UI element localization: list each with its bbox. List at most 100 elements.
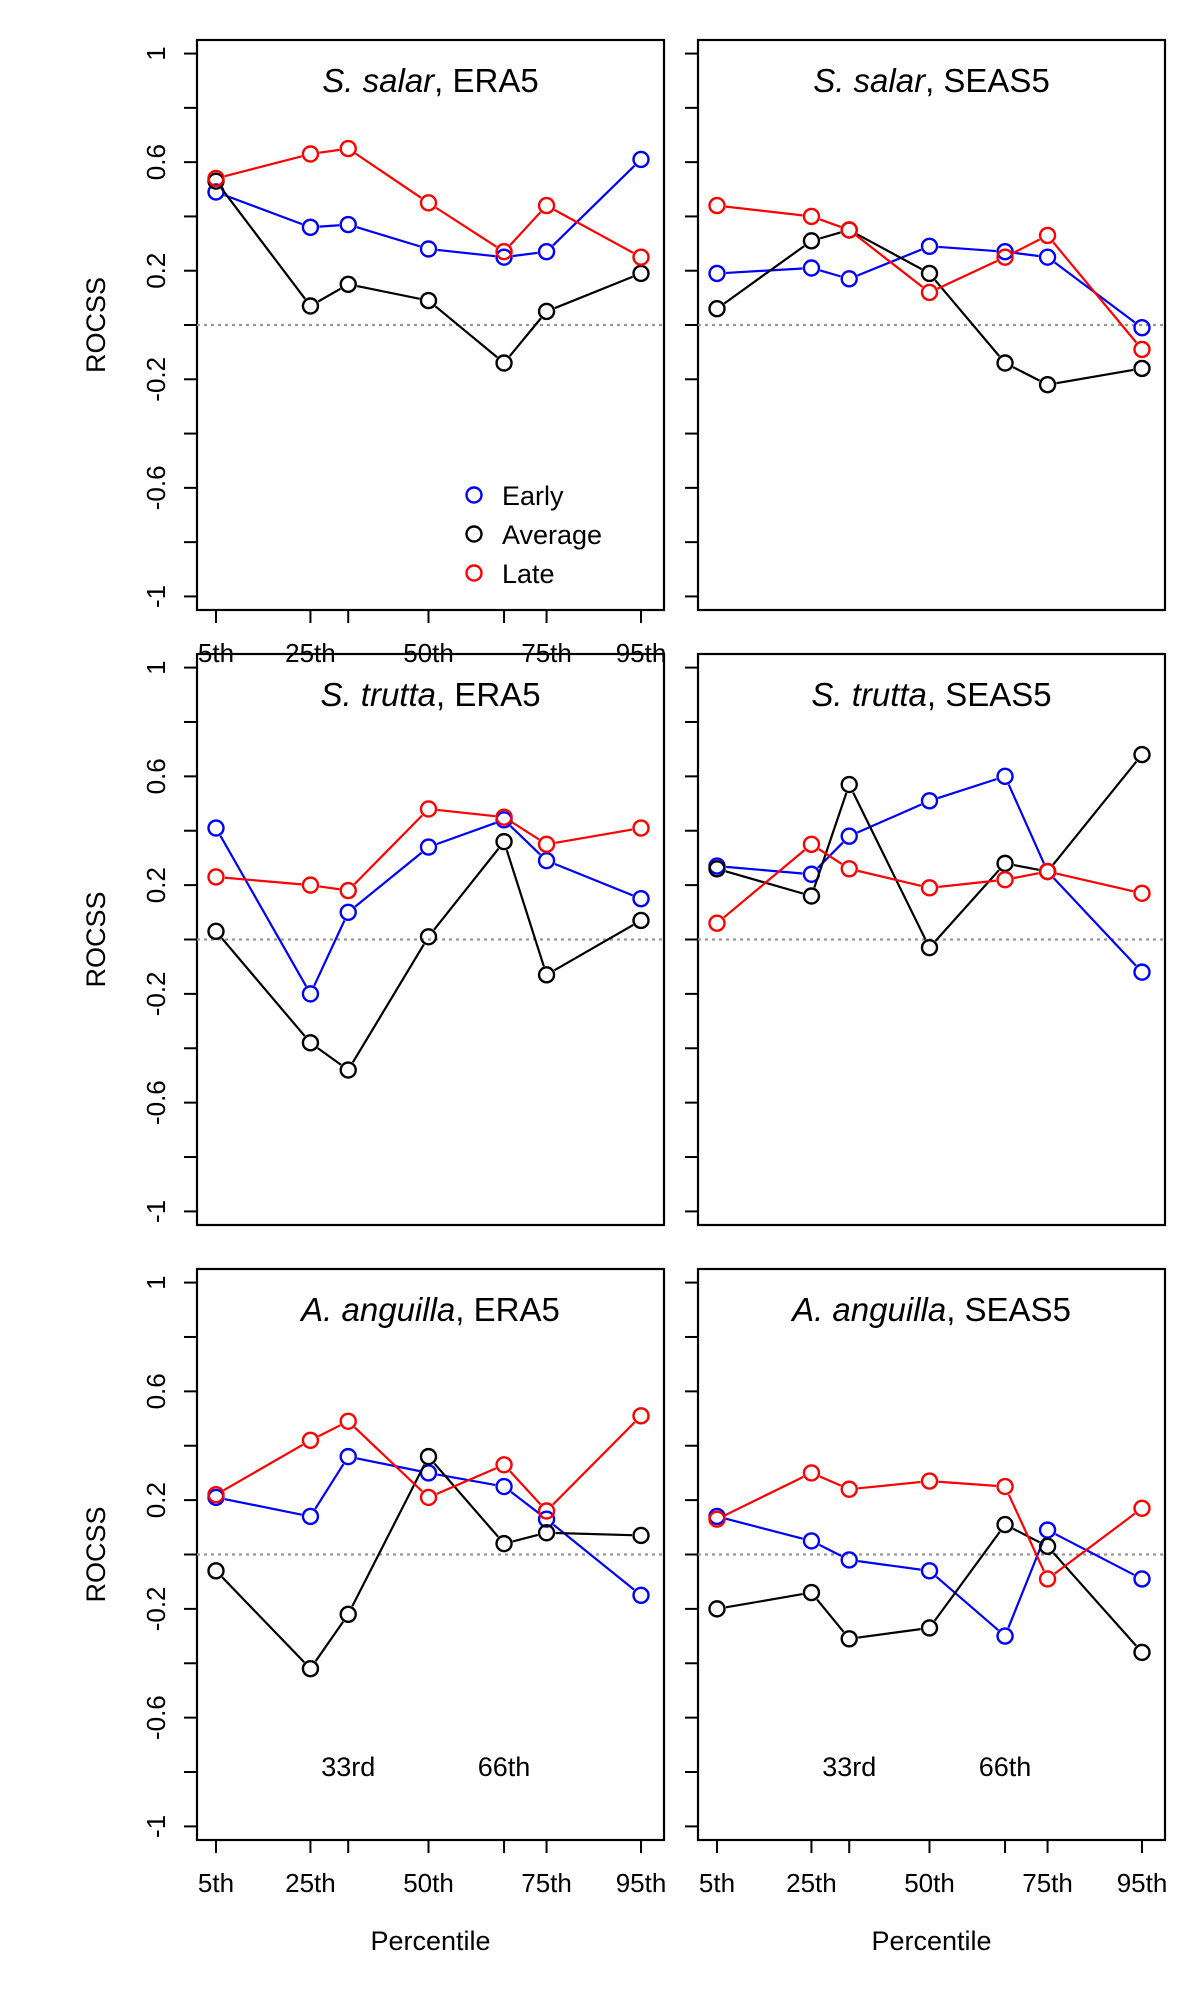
series-line-segment [819, 1475, 842, 1487]
data-point [301, 297, 320, 315]
data-point [840, 221, 858, 239]
series-line-segment [437, 808, 496, 818]
data-point [632, 911, 650, 930]
series-line-segment [317, 1047, 342, 1066]
data-point [840, 827, 858, 845]
series-line-segment [819, 269, 841, 278]
series-line-segment [508, 317, 542, 357]
series-line-segment [938, 245, 997, 253]
data-point [1133, 1499, 1151, 1517]
series-line-segment [220, 187, 306, 300]
y-tick-label: 0.6 [141, 1373, 171, 1409]
series-line-segment [224, 1498, 302, 1516]
panel-title-source: , SEAS5 [925, 62, 1050, 99]
data-point [840, 1630, 858, 1648]
panel-title-species: S. trutta [811, 676, 927, 713]
data-point [1038, 226, 1057, 245]
data-point [419, 194, 438, 212]
data-point [920, 283, 939, 302]
series-line-segment [1007, 1537, 1046, 1629]
data-point [840, 860, 858, 878]
data-point [632, 819, 650, 837]
data-point [996, 1627, 1014, 1645]
panel-title-source: , ERA5 [455, 1291, 560, 1328]
data-point [708, 1600, 726, 1618]
series-line-segment [433, 1462, 499, 1538]
panel-title-species: A. anguilla [299, 1291, 455, 1328]
series-line-segment [937, 778, 997, 800]
percentile-annotation: 33rd [321, 1752, 375, 1782]
series-line-segment [317, 287, 341, 303]
series-line-segment [1012, 366, 1041, 382]
data-point [301, 145, 320, 163]
data-point [301, 1507, 320, 1526]
x-tick-label: 25th [285, 1868, 336, 1898]
data-point [339, 1412, 357, 1430]
legend-marker [465, 486, 483, 504]
x-tick-label: 25th [786, 1868, 837, 1898]
panel-title-source: , ERA5 [434, 62, 539, 99]
data-point [1133, 745, 1151, 764]
x-tick-label: 95th [616, 1868, 667, 1898]
series-line-segment [1013, 251, 1039, 258]
panel-title: S. salar, ERA5 [322, 62, 538, 99]
series-line-segment [355, 152, 422, 199]
series-line-segment [354, 851, 423, 908]
data-point [495, 248, 513, 266]
series-line-segment [554, 275, 634, 310]
series-line-segment [224, 155, 303, 178]
series-line-segment [1007, 784, 1045, 864]
series-line-segment [356, 1457, 420, 1473]
x-tick-label: 95th [1117, 1868, 1168, 1898]
series-line-segment [1007, 1494, 1045, 1572]
data-point [840, 270, 858, 288]
data-point [632, 264, 650, 283]
series-line-segment [816, 1598, 845, 1633]
panel-title-source: , SEAS5 [946, 1291, 1071, 1328]
data-point [301, 218, 320, 236]
series-line-segment [319, 885, 340, 891]
x-tick-label: 50th [904, 1868, 955, 1898]
series-line-segment [725, 1593, 803, 1609]
series-line-segment [856, 233, 923, 271]
series-line-segment [858, 1480, 921, 1490]
data-point [1133, 884, 1151, 902]
series-line-segment [1052, 877, 1137, 967]
series-line-segment [505, 849, 545, 967]
data-point [301, 1034, 320, 1052]
series-line-segment [436, 821, 496, 846]
data-point [920, 1562, 939, 1580]
series-line-segment [552, 1421, 636, 1506]
data-point [419, 291, 438, 310]
series-line-segment [857, 1628, 921, 1639]
data-point [632, 890, 650, 908]
series-line-segment [818, 848, 843, 865]
series-line-segment [434, 305, 498, 359]
data-point [339, 139, 357, 158]
data-point [920, 1472, 939, 1490]
data-point [802, 232, 821, 250]
data-point [495, 1456, 513, 1474]
series-line-segment [224, 194, 303, 226]
legend-label: Average [502, 520, 602, 550]
series-line-segment [855, 234, 924, 288]
series-line-segment [1055, 1533, 1135, 1576]
data-point [632, 1407, 650, 1425]
series-line-segment [725, 865, 803, 875]
y-tick-label: -1 [141, 585, 171, 608]
percentile-annotation: 66th [478, 1752, 531, 1782]
data-point [207, 868, 225, 886]
y-tick-label: 0.6 [141, 758, 171, 794]
data-point [840, 775, 858, 794]
data-point [537, 835, 556, 854]
series-line-segment [1012, 1527, 1041, 1544]
data-point [1038, 1570, 1057, 1588]
series-line-segment [819, 218, 842, 228]
data-point [1133, 319, 1151, 337]
data-point [495, 1477, 513, 1496]
series-line-segment [555, 828, 633, 844]
series-line-segment [1013, 863, 1039, 871]
data-point [537, 1510, 556, 1528]
